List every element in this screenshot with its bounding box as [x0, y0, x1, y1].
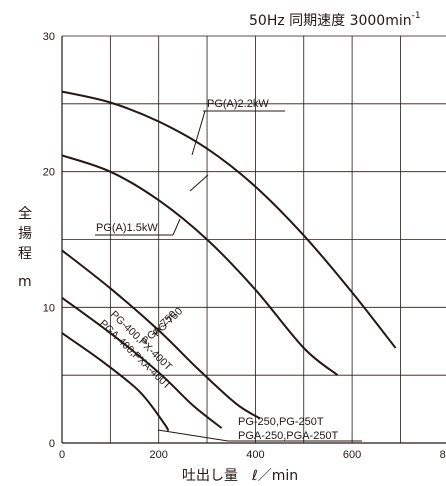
callout-leader-250 [157, 429, 229, 442]
y-tick-label: 20 [43, 167, 55, 179]
chart-title: 50Hz 同期速度 3000min-1 [249, 11, 421, 29]
x-axis-label: 吐出し量 ℓ／min [182, 468, 298, 484]
annotation-pg-250-pg-250t: PG-250,PG-250T [238, 416, 324, 428]
curves [61, 90, 397, 432]
series-line-4 [61, 332, 170, 432]
annotation-pga-250-pga-250t: PGA-250,PGA-250T [238, 430, 339, 442]
x-tick-label: 400 [246, 449, 264, 461]
y-axis-label-3: 程 [18, 246, 32, 262]
x-tick-label: 0 [59, 449, 65, 461]
y-axis-label-4: m [18, 274, 32, 290]
y-tick-label: 10 [43, 302, 55, 314]
callout-leader-15kw [172, 218, 181, 236]
series-line-2 [61, 249, 261, 420]
annotation-pga-1-5kw: PG(A)1.5kW [96, 222, 158, 234]
chart-title-superscript: -1 [412, 11, 421, 21]
series-line-0 [61, 90, 397, 349]
plot-frame [61, 36, 446, 444]
series-line-1 [61, 154, 339, 376]
callout-leader-22kw-2 [191, 110, 206, 156]
x-tick-label: 600 [343, 449, 361, 461]
grid [61, 35, 446, 444]
callout-leader-22kw [189, 174, 209, 192]
tick-labels: 0 200 400 600 800 0 10 20 30 [43, 31, 446, 461]
y-axis-label-1: 全 [18, 205, 32, 222]
y-tick-label: 30 [43, 31, 55, 43]
y-tick-label: 0 [49, 438, 55, 450]
x-tick-label: 200 [150, 449, 168, 461]
chart-title-text: 50Hz 同期速度 3000min [249, 13, 412, 29]
y-axis-label-2: 揚 [18, 225, 32, 242]
x-tick-label: 800 [440, 449, 446, 461]
annotation-pga-2-2kw: PG(A)2.2kW [207, 98, 269, 110]
series-line-3 [61, 296, 223, 429]
